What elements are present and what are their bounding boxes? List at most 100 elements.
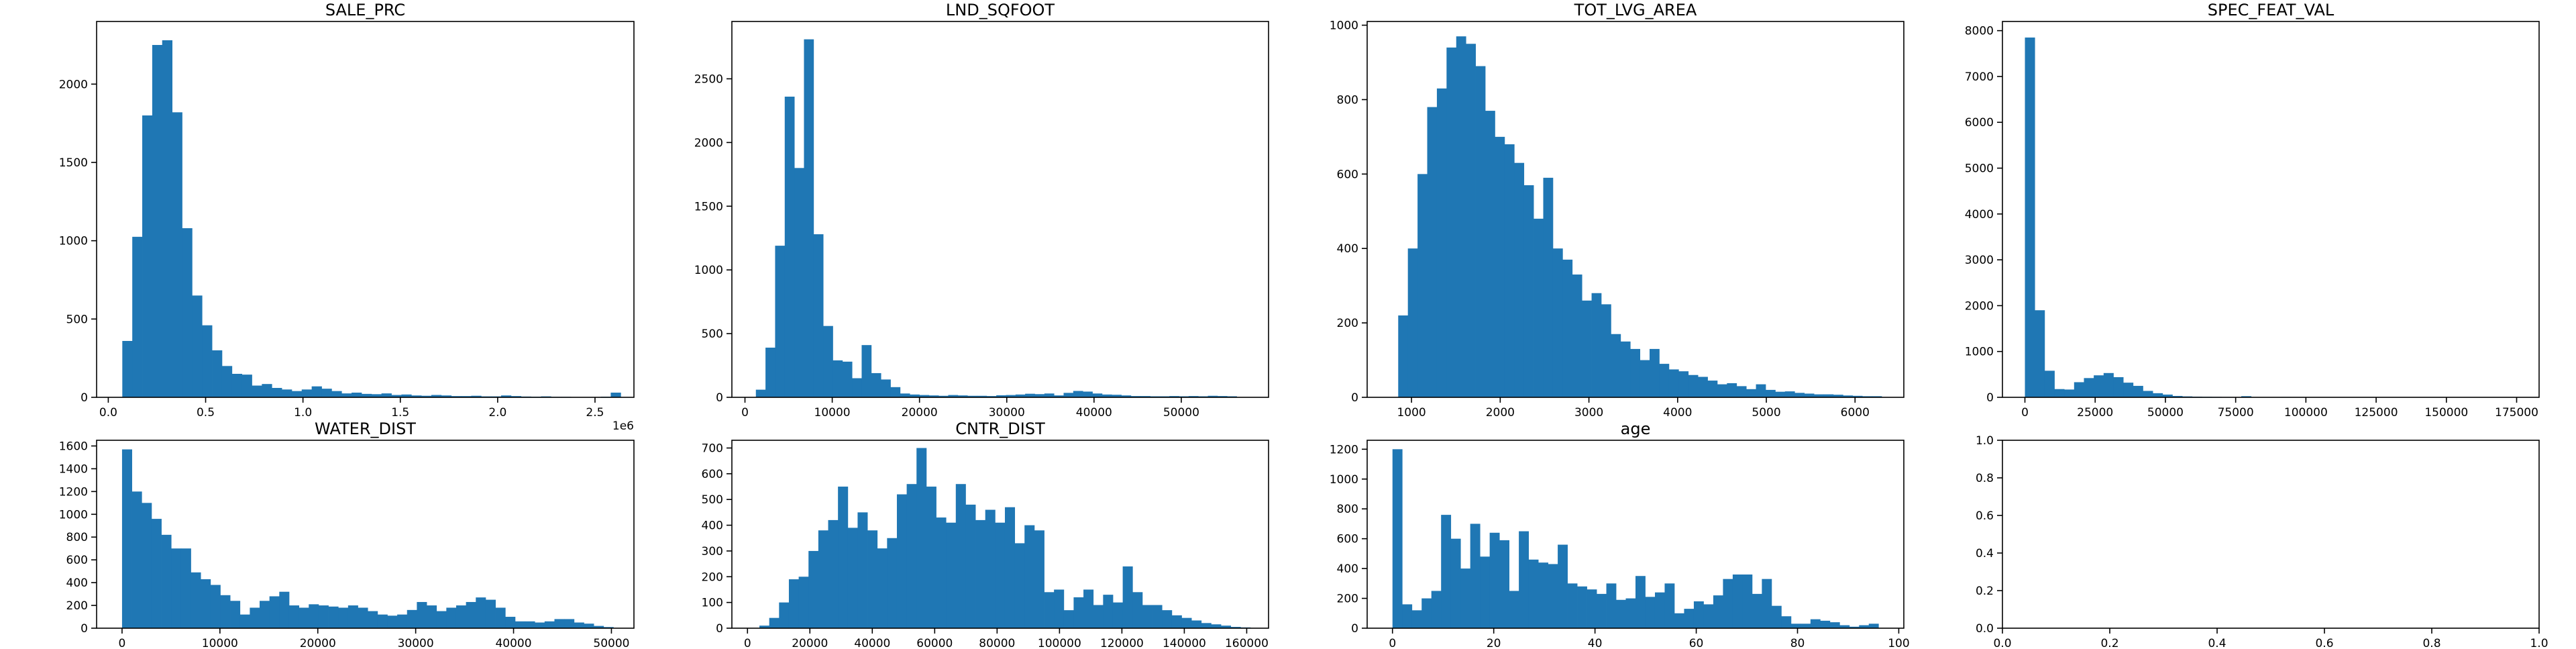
x-tick-label: 0.8 [2422,637,2440,649]
histogram-bar [485,599,496,628]
histogram-bar [916,448,927,628]
histogram-bar [1034,530,1044,628]
histogram-bar [328,606,339,628]
x-tick-label: 50000 [1163,406,1199,419]
histogram-bar [1427,107,1438,397]
x-tick-label: 150000 [2424,406,2468,419]
histogram-bar [121,449,132,628]
histogram-bar [1684,609,1695,628]
histogram-bar [391,395,402,397]
x-tick-label: 1.5 [391,406,409,419]
histogram-bar [1765,389,1776,397]
y-tick-label: 200 [66,599,88,613]
y-tick-label: 1500 [59,156,88,170]
histogram-bar [955,484,966,628]
histogram-bar [191,572,201,628]
y-tick-label: 1000 [694,264,723,277]
histogram-bar [381,393,392,397]
histogram-bar [1839,625,1850,628]
histogram-bar [272,388,282,397]
histogram-bar [2123,383,2134,397]
histogram-bar [1548,564,1558,628]
histogram-bar [241,375,252,397]
subplot-title: CNTR_DIST [955,419,1045,438]
histogram-bar [584,623,594,628]
y-tick-label: 7000 [1965,70,1994,84]
histogram-bar [511,396,522,397]
histogram-bar [2241,396,2252,397]
histogram-bar [544,621,555,628]
histogram-bar [1504,144,1515,397]
axes-frame [96,21,635,398]
histogram-bar [1597,593,1607,628]
y-tick-label: 600 [702,468,723,481]
histogram-bar [1191,620,1202,628]
y-tick-label: 1.0 [1976,434,1994,448]
x-tick-label: 60000 [916,637,953,649]
histogram-bar [427,605,437,628]
histogram-bar [1208,395,1218,397]
histogram-bar [1102,394,1112,397]
y-tick-label: 4000 [1965,208,1994,221]
x-tick-label: 50000 [593,637,629,649]
y-tick-label: 700 [702,442,723,456]
histogram-bar [1717,384,1727,397]
y-tick-label: 400 [66,577,88,590]
histogram-bar [1707,381,1718,397]
histogram-bar [1640,360,1650,397]
histogram-bar [1063,393,1074,397]
histogram-bar [1659,364,1670,397]
histogram-bar [1142,605,1152,628]
y-tick-label: 1000 [59,235,88,248]
histogram-bar [1024,525,1035,628]
histogram-bar [1552,248,1563,397]
y-tick-label: 1400 [59,462,88,476]
histogram-bar [1112,602,1124,628]
x-tick-label: 0 [119,637,126,649]
histogram-bar [1495,136,1505,397]
y-tick-label: 0 [1351,622,1358,636]
histogram-bar [1441,515,1452,628]
y-tick-label: 0.8 [1976,472,1994,485]
subplot-title: WATER_DIST [315,419,416,438]
y-tick-label: 1200 [1330,443,1358,456]
histogram-bar [495,607,506,628]
histogram-bar [431,395,442,397]
histogram-bar [574,622,584,628]
histogram-bar [1083,391,1093,397]
y-tick-label: 1000 [1965,346,1994,359]
histogram-bar [2064,389,2075,397]
x-tick-label: 80000 [979,637,1015,649]
histogram-bar [1211,624,1222,628]
histogram-bar [594,626,604,628]
histogram-bar [896,494,908,628]
y-tick-label: 1600 [59,440,88,453]
histogram-bar [1201,623,1212,628]
histogram-bar [861,345,872,397]
histogram-bar [1746,389,1756,397]
histogram-bar [347,605,358,628]
histogram-bar [798,577,809,628]
subplot-title: TOT_LVG_AREA [1574,1,1697,19]
x-tick-label: 0.4 [2208,637,2226,649]
histogram-bar [1162,610,1173,628]
axes-frame [731,440,1269,629]
x-tick-label: 10000 [814,406,851,419]
y-tick-label: 1000 [1330,19,1358,33]
histogram-bar [221,366,233,397]
histogram-bar [441,395,452,397]
histogram-bar [260,601,270,628]
histogram-bar [252,385,262,397]
y-tick-label: 0 [80,391,88,405]
histogram-bar [361,393,372,397]
histogram-bar [161,534,172,628]
histogram-bar [417,601,427,628]
histogram-bar [755,389,766,397]
histogram-bar [1083,589,1094,628]
y-tick-label: 1000 [59,508,88,521]
histogram-bar [500,395,512,397]
y-tick-label: 5000 [1965,162,1994,176]
y-tick-label: 0 [1351,391,1358,405]
y-tick-label: 0 [716,622,723,636]
